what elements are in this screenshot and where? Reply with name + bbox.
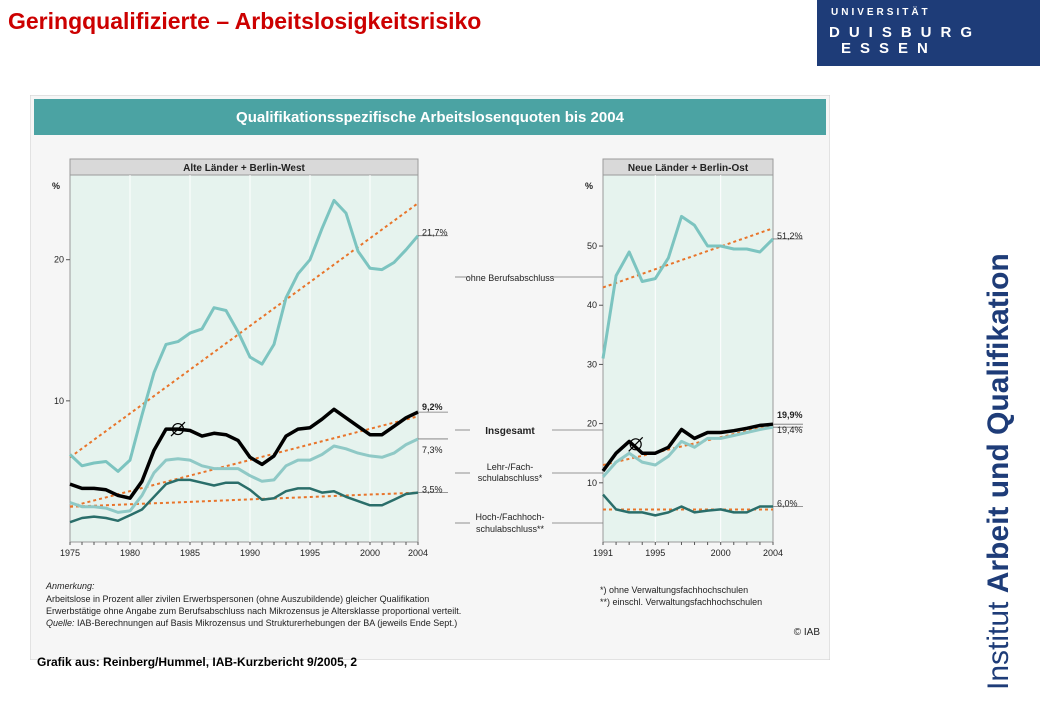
chart-title: Qualifikationsspezifische Arbeitslosenqu… <box>236 109 625 126</box>
note-line-2: Erwerbstätige ohne Angabe zum Berufsabsc… <box>46 606 461 616</box>
university-logo: UNIVERSITÄT DUISBURG ESSEN <box>817 0 1040 66</box>
series-line-west-hoch <box>69 478 419 524</box>
footnote-1: *) ohne Verwaltungsfachhochschulen <box>600 585 748 595</box>
end-label-west-lehr: 7,3% <box>422 445 443 455</box>
end-label-east-hoch: 6,0% <box>777 498 798 508</box>
x-tick-label-east-2004: 2004 <box>763 548 783 558</box>
series-line-east-ohne <box>601 214 775 359</box>
end-label-west-ohne: 21,7% <box>422 228 448 238</box>
x-tick-label-west-1990: 1990 <box>240 548 260 558</box>
x-tick-label-west-1980: 1980 <box>120 548 140 558</box>
footnote-2: **) einschl. Verwaltungsfachhochschulen <box>600 597 762 607</box>
y-tick-label-east-10: 10 <box>587 478 597 488</box>
x-tick-label-east-1991: 1991 <box>593 548 613 558</box>
end-label-east-ohne: 51,2% <box>777 231 803 241</box>
logo-line-universitaet: UNIVERSITÄT <box>831 7 931 18</box>
series-line-west-insgesamt <box>69 407 419 500</box>
y-tick-label-east-40: 40 <box>587 300 597 310</box>
series-line-west-ohne <box>68 198 420 473</box>
y-unit-west: % <box>52 181 60 191</box>
note-source-text: IAB-Berechnungen auf Basis Mikrozensus u… <box>77 618 457 628</box>
center-label-lehr-2: schulabschluss* <box>478 473 543 483</box>
note-source-label: Quelle: <box>46 618 77 628</box>
end-label-west-insgesamt: 9,2% <box>422 402 443 412</box>
trendline-west-2 <box>69 491 419 508</box>
series-line-east-hoch <box>602 493 773 517</box>
logo-line-duisburg: DUISBURG <box>829 24 982 41</box>
plot-area-west <box>69 174 419 543</box>
copyright: © IAB <box>794 627 821 638</box>
end-label-east-lehr: 19,4% <box>777 425 803 435</box>
slide-title: Geringqualifizierte – Arbeitslosigkeitsr… <box>8 8 482 34</box>
logo-line-essen: ESSEN <box>841 40 937 57</box>
y-tick-label-east-20: 20 <box>587 419 597 429</box>
x-tick-label-west-1985: 1985 <box>180 548 200 558</box>
x-tick-label-west-1975: 1975 <box>60 548 80 558</box>
note-source: Quelle: IAB-Berechnungen auf Basis Mikro… <box>46 618 457 628</box>
x-tick-label-west-2000: 2000 <box>360 548 380 558</box>
y-tick-label-west-10: 10 <box>54 396 64 406</box>
panel-title-west: Alte Länder + Berlin-West <box>183 163 305 174</box>
trendline-east-0 <box>602 227 774 289</box>
series-line-west-lehr <box>69 437 419 514</box>
y-tick-label-east-50: 50 <box>587 241 597 251</box>
center-label-hoch-1: Hoch-/Fachhoch- <box>475 512 544 522</box>
source-caption: Grafik aus: Reinberg/Hummel, IAB-Kurzber… <box>37 655 358 669</box>
avg-marker-slash-east <box>628 436 644 452</box>
note-line-1: Arbeitslose in Prozent aller zivilen Erw… <box>46 594 429 604</box>
title-bar <box>34 99 826 135</box>
x-tick-label-west-2004: 2004 <box>408 548 428 558</box>
center-label-ohne: ohne Berufsabschluss <box>466 273 555 283</box>
y-tick-label-west-20: 20 <box>54 255 64 265</box>
series-line-east-lehr <box>601 425 774 478</box>
plot-area-east <box>602 174 774 543</box>
avg-marker-west <box>171 422 185 436</box>
center-label-insgesamt: Insgesamt <box>485 426 535 437</box>
note-heading: Anmerkung: <box>45 581 95 591</box>
chart-figure: Qualifikationsspezifische Arbeitslosenqu… <box>30 95 830 660</box>
x-tick-label-east-1995: 1995 <box>645 548 665 558</box>
chart-svg: Qualifikationsspezifische Arbeitslosenqu… <box>30 95 830 660</box>
institute-caption-light: Institut <box>982 601 1015 690</box>
x-tick-label-east-2000: 2000 <box>711 548 731 558</box>
center-label-lehr-1: Lehr-/Fach- <box>487 462 534 472</box>
end-label-east-insgesamt: 19,9% <box>777 410 803 420</box>
center-label-hoch-2: schulabschluss** <box>476 524 545 534</box>
institute-caption-bold: Arbeit und Qualifikation <box>982 253 1015 594</box>
series-line-east-insgesamt <box>601 422 774 473</box>
y-tick-label-east-30: 30 <box>587 359 597 369</box>
institute-caption: Institut Arbeit und Qualifikation <box>962 130 1036 690</box>
end-label-west-hoch: 3,5% <box>422 485 443 495</box>
avg-marker-east <box>629 438 642 451</box>
x-tick-label-west-1995: 1995 <box>300 548 320 558</box>
panel-title-east: Neue Länder + Berlin-Ost <box>628 163 749 174</box>
avg-marker-slash-west <box>170 421 186 437</box>
y-unit-east: % <box>585 181 593 191</box>
